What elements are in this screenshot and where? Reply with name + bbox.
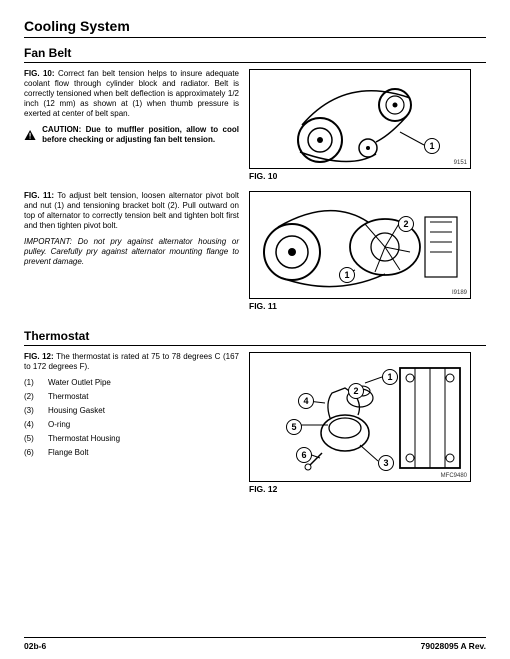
part-row: (3) Housing Gasket (24, 406, 239, 416)
section-rule-2 (24, 345, 486, 346)
part-name: Flange Bolt (48, 448, 88, 458)
part-name: Thermostat (48, 392, 88, 402)
fig12-ref: MFC9480 (441, 473, 467, 479)
part-number: (1) (24, 378, 40, 388)
fig10-caption: FIG. 10 (249, 171, 486, 181)
part-row: (6) Flange Bolt (24, 448, 239, 458)
fig12-para: FIG. 12: The thermostat is rated at 75 t… (24, 352, 239, 372)
part-row: (4) O-ring (24, 420, 239, 430)
part-number: (3) (24, 406, 40, 416)
figure-11: 1 2 I9189 (249, 191, 471, 299)
caution-block: CAUTION: Due to muffler position, allow … (24, 125, 239, 145)
fig12-caption: FIG. 12 (249, 484, 486, 494)
figure-callout: 2 (348, 383, 364, 399)
important-label: IMPORTANT: (24, 237, 72, 246)
fig11-caption: FIG. 11 (249, 301, 486, 311)
figure-callout: 1 (424, 138, 440, 154)
page-footer: 02b-6 79028095 A Rev. (24, 637, 486, 651)
part-number: (4) (24, 420, 40, 430)
figure-12-svg (250, 353, 472, 483)
figure-callout: 3 (378, 455, 394, 471)
title-rule (24, 37, 486, 38)
warning-triangle-icon (24, 125, 36, 145)
figure-10: 1 9151 (249, 69, 471, 169)
part-number: (2) (24, 392, 40, 402)
page-title: Cooling System (24, 18, 486, 34)
important-para: IMPORTANT: Do not pry against alternator… (24, 237, 239, 267)
part-number: (5) (24, 434, 40, 444)
section-rule (24, 62, 486, 63)
figure-11-svg (250, 192, 472, 300)
footer-right: 79028095 A Rev. (421, 641, 486, 651)
part-row: (1) Water Outlet Pipe (24, 378, 239, 388)
part-row: (2) Thermostat (24, 392, 239, 402)
figure-callout: 1 (382, 369, 398, 385)
part-row: (5) Thermostat Housing (24, 434, 239, 444)
fig12-label: FIG. 12: (24, 352, 54, 361)
part-number: (6) (24, 448, 40, 458)
part-name: O-ring (48, 420, 70, 430)
fig10-label: FIG. 10: (24, 69, 55, 78)
caution-label: CAUTION: (42, 125, 81, 134)
fig10-para: FIG. 10: Correct fan belt tension helps … (24, 69, 239, 119)
fig11-ref: I9189 (452, 290, 467, 296)
fig11-para: FIG. 11: To adjust belt tension, loosen … (24, 191, 239, 231)
fig12-text: The thermostat is rated at 75 to 78 degr… (24, 352, 239, 371)
fig11-text: To adjust belt tension, loosen alternato… (24, 191, 239, 230)
figure-callout: 6 (296, 447, 312, 463)
fig10-text: Correct fan belt tension helps to insure… (24, 69, 239, 118)
fig10-ref: 9151 (454, 160, 467, 166)
figure-10-svg (250, 70, 472, 170)
fig11-label: FIG. 11: (24, 191, 54, 200)
figure-callout: 1 (339, 267, 355, 283)
part-name: Housing Gasket (48, 406, 105, 416)
figure-callout: 2 (398, 216, 414, 232)
footer-left: 02b-6 (24, 641, 46, 651)
figure-callout: 5 (286, 419, 302, 435)
section-fan-belt-title: Fan Belt (24, 46, 486, 60)
figure-12: 1 2 3 4 5 6 MFC9480 (249, 352, 471, 482)
part-name: Water Outlet Pipe (48, 378, 111, 388)
figure-callout: 4 (298, 393, 314, 409)
part-name: Thermostat Housing (48, 434, 120, 444)
section-thermostat-title: Thermostat (24, 329, 486, 343)
thermostat-parts-list: (1) Water Outlet Pipe (2) Thermostat (3) Hous… (24, 378, 239, 458)
